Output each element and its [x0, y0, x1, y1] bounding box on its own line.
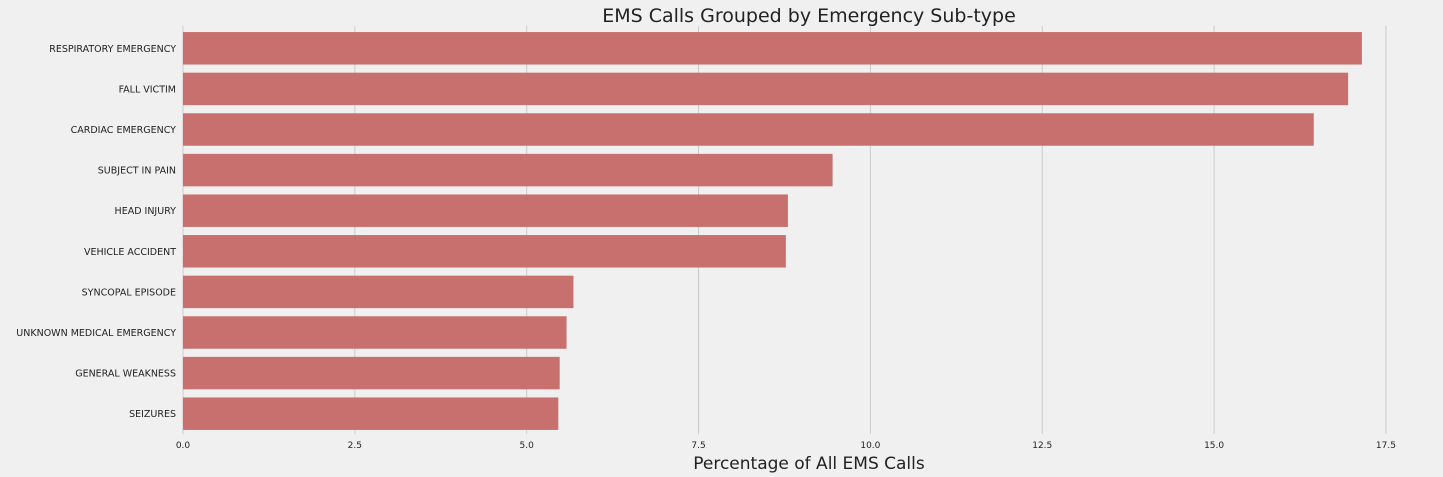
- bar: [183, 72, 1349, 106]
- x-tick-label: 5.0: [520, 441, 535, 451]
- x-axis-label: Percentage of All EMS Calls: [693, 454, 925, 474]
- bar: [183, 194, 788, 227]
- x-tick-label: 7.5: [691, 441, 705, 451]
- chart-title: EMS Calls Grouped by Emergency Sub-type: [602, 5, 1016, 27]
- bars: [183, 32, 1362, 430]
- category-label: SEIZURES: [129, 409, 176, 420]
- x-tick-label: 0.0: [176, 441, 191, 451]
- category-label: SYNCOPAL EPISODE: [82, 287, 176, 298]
- bar: [183, 153, 833, 187]
- bar: [183, 316, 567, 349]
- category-labels: RESPIRATORY EMERGENCY FALL VICTIM CARDIAC …: [16, 44, 176, 420]
- bar: [183, 235, 786, 268]
- category-label: SUBJECT IN PAIN: [98, 166, 176, 177]
- x-tick-label: 17.5: [1376, 441, 1396, 451]
- category-label: UNKNOWN MEDICAL EMERGENCY: [16, 328, 176, 339]
- x-tick-labels: 0.0 2.5 5.0 7.5 10.0 12.5 15.0 17.5: [176, 441, 1396, 451]
- bar: [183, 32, 1362, 65]
- bar: [183, 275, 574, 309]
- bar: [183, 397, 559, 430]
- category-label: HEAD INJURY: [115, 206, 177, 217]
- bar: [183, 356, 560, 390]
- bar: [183, 113, 1314, 146]
- x-tick-label: 15.0: [1204, 441, 1224, 451]
- x-tick-label: 10.0: [860, 441, 880, 451]
- category-label: RESPIRATORY EMERGENCY: [49, 44, 176, 55]
- category-label: VEHICLE ACCIDENT: [84, 247, 176, 258]
- category-label: CARDIAC EMERGENCY: [71, 125, 177, 136]
- category-label: GENERAL WEAKNESS: [75, 369, 176, 380]
- x-tick-label: 2.5: [348, 441, 362, 451]
- x-tick-label: 12.5: [1032, 441, 1052, 451]
- category-label: FALL VICTIM: [119, 84, 176, 95]
